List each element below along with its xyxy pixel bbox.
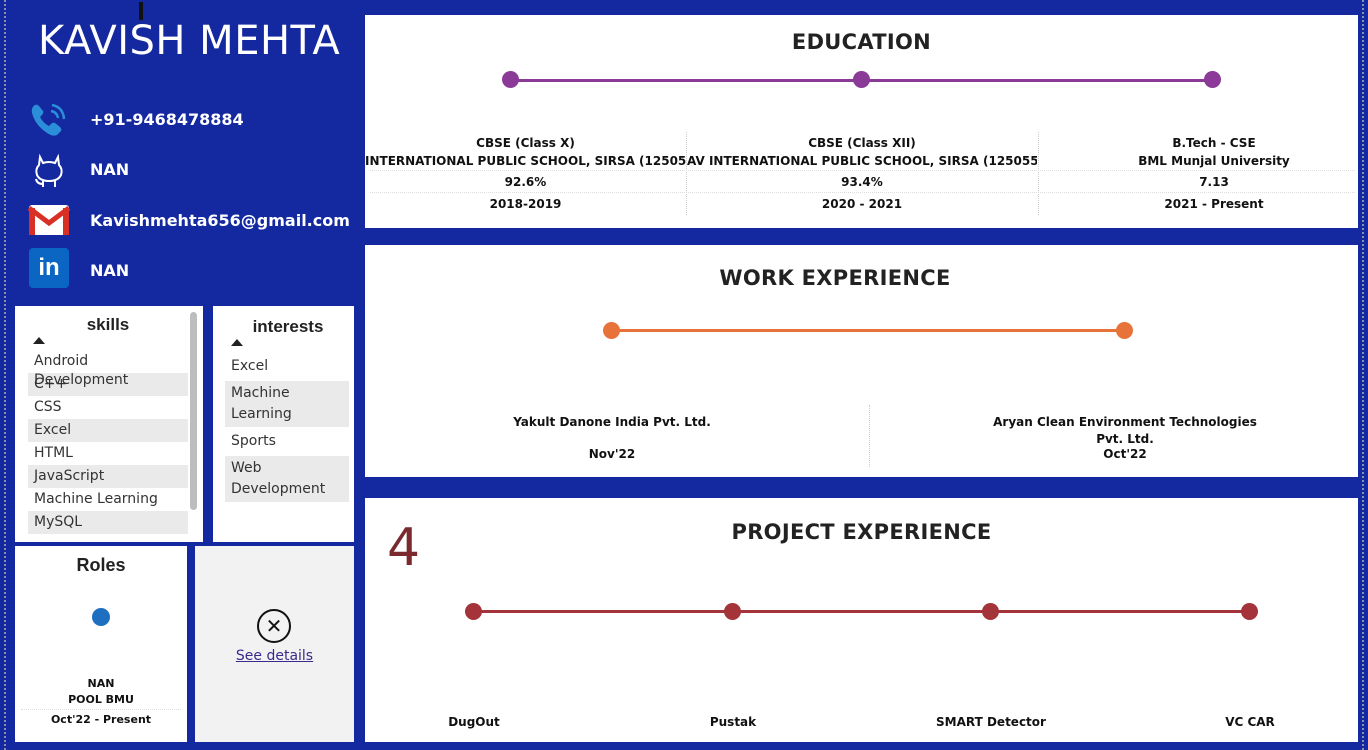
phone-text: +91-9468478884 (90, 110, 244, 129)
details-card: ✕ See details (195, 546, 354, 742)
see-details-link[interactable]: See details (235, 648, 314, 664)
slicer-item[interactable]: HTML (34, 445, 73, 461)
timeline-dot[interactable] (465, 603, 482, 620)
roles-card: Roles NAN POOL BMU Oct'22 - Present (15, 546, 187, 742)
slicer-item[interactable]: Excel (28, 419, 188, 442)
education-card: EDUCATION CBSE (Class X) INTERNATIONAL P… (365, 15, 1358, 228)
skills-title: skills (86, 315, 130, 334)
row-divider (370, 170, 1355, 171)
education-title: EDUCATION (791, 30, 932, 54)
project-count: 4 (387, 518, 421, 578)
role-period: Oct'22 - Present (50, 713, 152, 726)
timeline-dot[interactable] (603, 322, 620, 339)
github-icon[interactable] (28, 152, 70, 188)
timeline-dot[interactable] (853, 71, 870, 88)
timeline-dot[interactable] (1241, 603, 1258, 620)
column-divider (1038, 132, 1039, 215)
phone-icon (28, 102, 70, 138)
education-score: 93.4% (841, 175, 883, 189)
slicer-item[interactable]: Machine Learning (225, 381, 349, 427)
education-score: 7.13 (1199, 175, 1229, 189)
linkedin-text[interactable]: NAN (90, 261, 130, 280)
work-company: Pvt. Ltd. (1096, 432, 1154, 446)
skills-slicer[interactable]: skills Android Development C++ CSS Excel HTM… (15, 306, 203, 542)
timeline-dot[interactable] (502, 71, 519, 88)
slicer-item[interactable]: JavaScript (28, 465, 188, 488)
project-name: VC CAR (1225, 715, 1275, 729)
education-score: 92.6% (504, 175, 547, 189)
education-school: BML Munjal University (1138, 154, 1290, 168)
text-cursor (139, 2, 143, 20)
slicer-item[interactable]: Android Development (34, 353, 129, 388)
project-name: SMART Detector (936, 715, 1046, 729)
skills-scrollbar[interactable] (190, 312, 197, 510)
interests-list: Excel Machine Learning Sports Web Developme… (225, 354, 349, 504)
timeline-dot[interactable] (724, 603, 741, 620)
education-years: 2021 - Present (1164, 197, 1264, 211)
close-icon[interactable]: ✕ (257, 609, 291, 643)
slicer-item[interactable]: Machine Learning (34, 491, 158, 507)
education-school: INTERNATIONAL PUBLIC SCHOOL, SIRSA (1250… (365, 154, 686, 168)
slicer-item[interactable]: Web Development (225, 456, 349, 502)
timeline-dot[interactable] (92, 608, 110, 626)
education-level: CBSE (Class XII) (808, 136, 916, 150)
timeline-dot[interactable] (982, 603, 999, 620)
role-org: POOL BMU (68, 693, 134, 706)
work-company: Yakult Danone India Pvt. Ltd. (513, 415, 711, 429)
page-border-right (1362, 0, 1364, 750)
interests-title: interests (252, 317, 324, 336)
github-text[interactable]: NAN (90, 160, 130, 179)
work-date: Oct'22 (1103, 447, 1147, 461)
skills-list: Android Development C++ CSS Excel HTML JavaSc… (28, 350, 188, 534)
linkedin-icon[interactable]: in (28, 248, 70, 288)
project-name: Pustak (709, 715, 757, 729)
slicer-item[interactable]: C++ (28, 373, 188, 396)
work-timeline-line (612, 329, 1125, 332)
page-border-left (4, 0, 6, 750)
education-level: B.Tech - CSE (1172, 136, 1256, 150)
education-years: 2018-2019 (489, 197, 562, 211)
slicer-item[interactable]: MySQL (28, 511, 188, 534)
gmail-icon (28, 202, 70, 238)
work-company: Aryan Clean Environment Technologies (993, 415, 1257, 429)
slicer-item[interactable]: Sports (231, 433, 276, 449)
row-divider (370, 192, 1355, 193)
timeline-dot[interactable] (1116, 322, 1133, 339)
project-timeline-line (474, 610, 1250, 613)
education-school: AV INTERNATIONAL PUBLIC SCHOOL, SIRSA (1… (687, 154, 1037, 168)
divider (21, 709, 181, 710)
column-divider (869, 405, 870, 467)
slicer-item[interactable]: CSS (34, 399, 62, 415)
education-level: CBSE (Class X) (476, 136, 575, 150)
role-name: NAN (87, 677, 115, 690)
project-name: DugOut (448, 715, 500, 729)
project-title: PROJECT EXPERIENCE (731, 520, 992, 544)
sort-ascending-icon[interactable] (231, 339, 243, 346)
interests-slicer[interactable]: interests Excel Machine Learning Sports Web… (213, 306, 354, 542)
roles-title: Roles (76, 555, 126, 575)
sort-ascending-icon[interactable] (33, 337, 45, 344)
work-date: Nov'22 (588, 447, 636, 461)
education-years: 2020 - 2021 (821, 197, 903, 211)
profile-name: KAVISH MEHTA (38, 18, 341, 64)
email-text[interactable]: Kavishmehta656@gmail.com (90, 211, 350, 230)
slicer-item[interactable]: Excel (231, 358, 269, 374)
project-experience-card: 4 PROJECT EXPERIENCE DugOut Pustak SMART… (365, 498, 1358, 742)
column-divider (686, 132, 687, 215)
work-experience-card: WORK EXPERIENCE Yakult Danone India Pvt.… (365, 245, 1358, 477)
work-title: WORK EXPERIENCE (719, 266, 951, 290)
timeline-dot[interactable] (1204, 71, 1221, 88)
